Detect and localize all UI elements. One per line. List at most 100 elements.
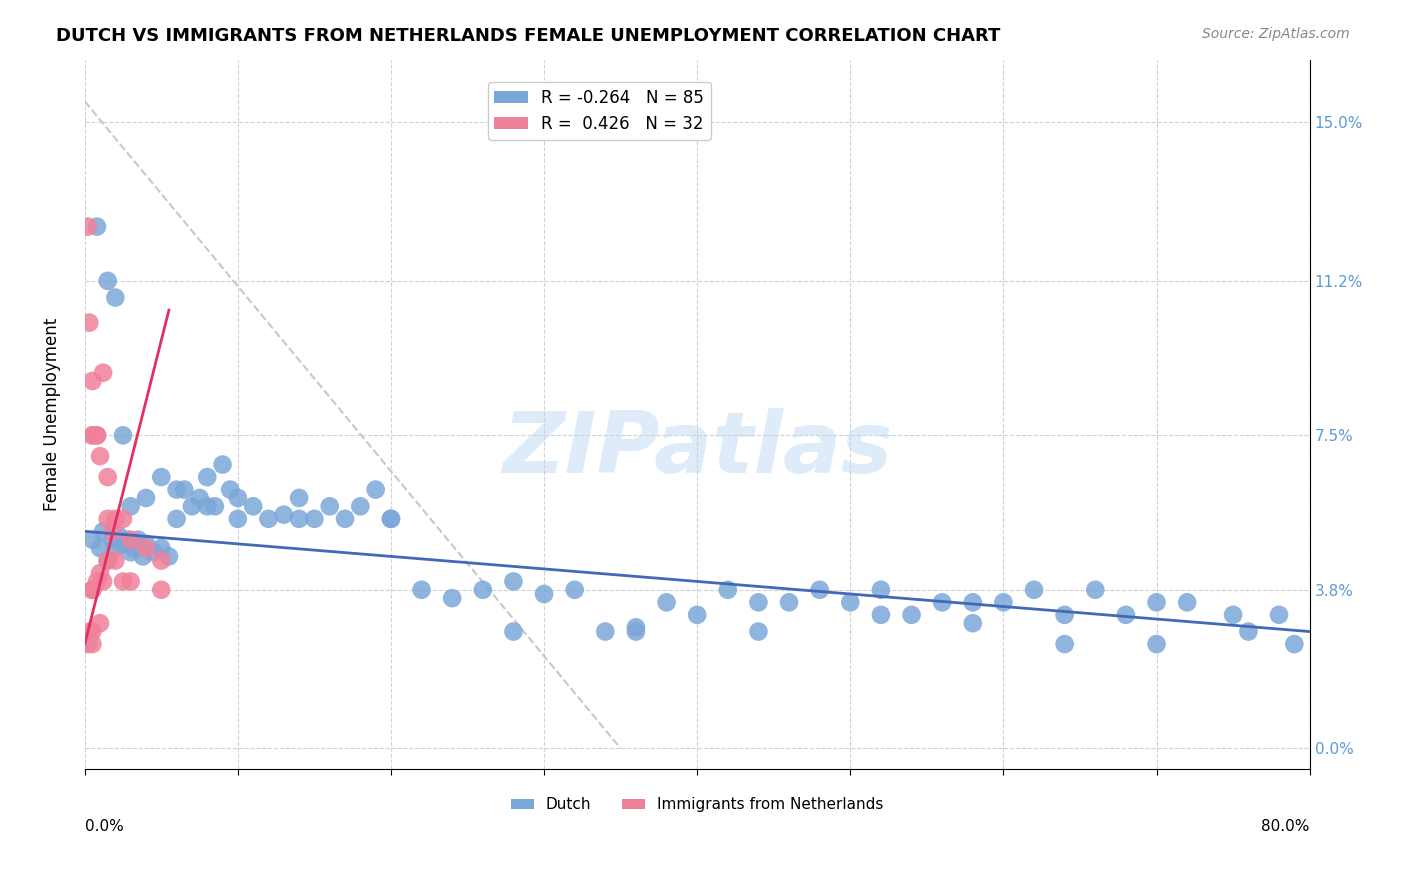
Point <box>257 512 280 526</box>
Point <box>104 541 127 555</box>
Point <box>564 582 586 597</box>
Point <box>111 574 134 589</box>
Point <box>120 545 142 559</box>
Point <box>349 500 371 514</box>
Text: 0.0%: 0.0% <box>84 819 124 834</box>
Y-axis label: Female Unemployment: Female Unemployment <box>44 318 60 511</box>
Point <box>502 574 524 589</box>
Point <box>993 595 1015 609</box>
Point <box>595 624 617 639</box>
Point <box>364 483 387 497</box>
Point <box>76 219 98 234</box>
Point <box>150 582 173 597</box>
Point <box>150 541 173 555</box>
Point <box>117 533 139 547</box>
Point <box>86 219 108 234</box>
Point <box>89 566 111 580</box>
Point <box>104 291 127 305</box>
Point <box>82 428 104 442</box>
Point <box>135 541 157 555</box>
Point <box>166 512 188 526</box>
Point <box>533 587 555 601</box>
Point <box>82 582 104 597</box>
Point <box>120 500 142 514</box>
Point <box>82 374 104 388</box>
Point <box>82 637 104 651</box>
Point <box>127 533 149 547</box>
Point <box>111 537 134 551</box>
Point <box>97 470 120 484</box>
Point <box>441 591 464 606</box>
Point <box>86 428 108 442</box>
Point <box>89 616 111 631</box>
Point <box>107 528 129 542</box>
Point <box>97 553 120 567</box>
Point <box>1268 607 1291 622</box>
Point <box>132 549 155 564</box>
Point <box>288 512 311 526</box>
Point <box>89 449 111 463</box>
Point <box>808 582 831 597</box>
Text: Source: ZipAtlas.com: Source: ZipAtlas.com <box>1202 27 1350 41</box>
Point <box>82 624 104 639</box>
Point <box>1222 607 1244 622</box>
Point <box>1284 637 1306 651</box>
Point <box>120 533 142 547</box>
Point <box>86 574 108 589</box>
Point <box>120 574 142 589</box>
Point <box>195 500 218 514</box>
Point <box>122 541 145 555</box>
Point <box>173 483 195 497</box>
Point <box>870 607 893 622</box>
Point <box>1237 624 1260 639</box>
Point <box>226 491 249 505</box>
Point <box>97 512 120 526</box>
Point <box>931 595 953 609</box>
Point <box>1146 595 1168 609</box>
Point <box>288 491 311 505</box>
Point <box>900 607 922 622</box>
Point <box>686 607 709 622</box>
Point <box>962 616 984 631</box>
Point <box>962 595 984 609</box>
Point <box>101 524 124 539</box>
Point <box>747 595 769 609</box>
Point <box>166 483 188 497</box>
Point <box>411 582 433 597</box>
Point <box>655 595 678 609</box>
Point <box>502 624 524 639</box>
Point <box>226 512 249 526</box>
Point <box>624 620 647 634</box>
Text: ZIPatlas: ZIPatlas <box>502 409 893 491</box>
Point <box>157 549 180 564</box>
Point <box>219 483 242 497</box>
Point <box>82 582 104 597</box>
Point <box>195 470 218 484</box>
Point <box>150 553 173 567</box>
Point <box>135 537 157 551</box>
Point <box>76 637 98 651</box>
Point <box>273 508 295 522</box>
Point <box>79 624 101 639</box>
Point <box>97 274 120 288</box>
Point <box>142 545 165 559</box>
Point <box>333 512 356 526</box>
Point <box>91 366 114 380</box>
Point <box>870 582 893 597</box>
Point <box>101 533 124 547</box>
Point <box>1022 582 1045 597</box>
Point <box>624 624 647 639</box>
Text: DUTCH VS IMMIGRANTS FROM NETHERLANDS FEMALE UNEMPLOYMENT CORRELATION CHART: DUTCH VS IMMIGRANTS FROM NETHERLANDS FEM… <box>56 27 1001 45</box>
Point <box>839 595 862 609</box>
Point <box>104 512 127 526</box>
Point <box>1115 607 1137 622</box>
Point <box>1175 595 1198 609</box>
Point <box>91 574 114 589</box>
Point <box>319 500 342 514</box>
Point <box>778 595 800 609</box>
Point <box>1146 637 1168 651</box>
Point <box>97 553 120 567</box>
Point <box>717 582 740 597</box>
Point <box>1084 582 1107 597</box>
Point <box>188 491 211 505</box>
